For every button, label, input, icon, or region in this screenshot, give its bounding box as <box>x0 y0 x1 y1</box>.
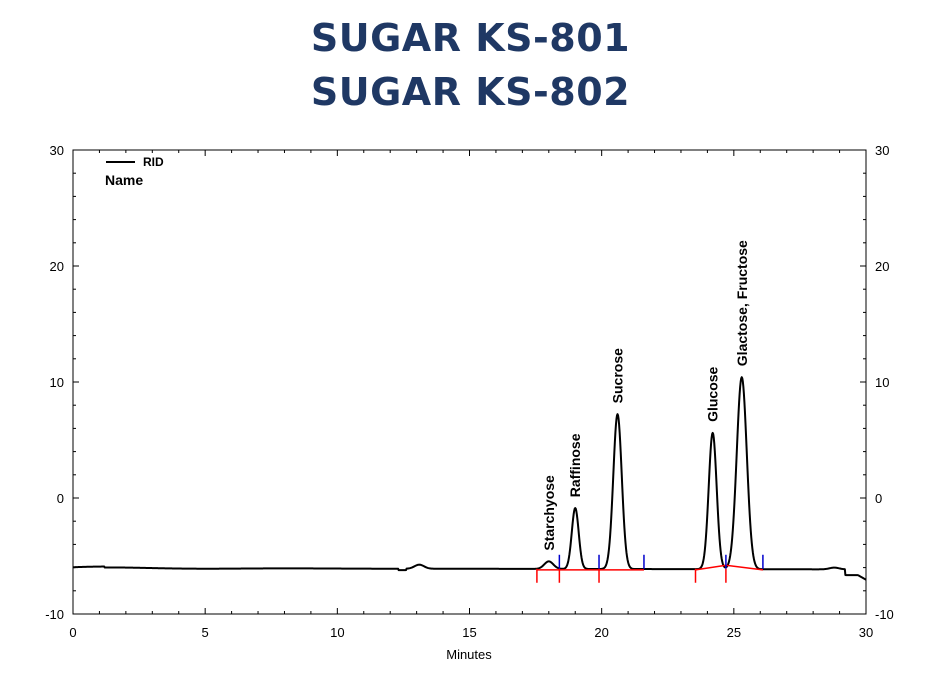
y-tick-label-right: 0 <box>875 491 882 506</box>
y-tick-label-left: 0 <box>57 491 64 506</box>
y-tick-label-left: 10 <box>50 375 64 390</box>
legend-series-label: RID <box>143 155 164 169</box>
legend-name-label: Name <box>105 172 143 188</box>
chart-title-line-1: SUGAR KS-801 <box>310 16 631 60</box>
y-tick-label-left: -10 <box>45 607 64 622</box>
trace-group <box>72 376 867 581</box>
peak-label: Glactose, Fructose <box>734 240 750 366</box>
integration-baseline <box>695 564 764 571</box>
peak-label: Starchyose <box>541 475 557 551</box>
x-tick-label: 0 <box>69 625 76 640</box>
y-tick-label-left: 20 <box>50 259 64 274</box>
x-axis-label: Minutes <box>446 647 492 662</box>
peak-label: Raffinose <box>567 433 583 497</box>
x-tick-label: 20 <box>594 625 608 640</box>
y-tick-label-right: -10 <box>875 607 894 622</box>
y-tick-label-right: 20 <box>875 259 889 274</box>
x-tick-label: 5 <box>202 625 209 640</box>
rid-trace <box>72 376 867 581</box>
y-tick-label-left: 30 <box>50 143 64 158</box>
peak-label: Glucose <box>705 366 721 421</box>
x-tick-label: 25 <box>727 625 741 640</box>
plot-frame <box>72 149 867 615</box>
y-tick-label-right: 30 <box>875 143 889 158</box>
x-tick-label: 10 <box>330 625 344 640</box>
x-tick-label: 30 <box>859 625 873 640</box>
peak-label: Sucrose <box>610 348 626 403</box>
y-tick-label-right: 10 <box>875 375 889 390</box>
legend: RID Name <box>105 155 164 188</box>
integration-markers <box>536 554 764 583</box>
peak-labels: Starchyose Raffinose Sucrose Glucose Glactos… <box>541 240 750 551</box>
x-tick-label: 15 <box>462 625 476 640</box>
chart-title-line-2: SUGAR KS-802 <box>310 70 631 114</box>
